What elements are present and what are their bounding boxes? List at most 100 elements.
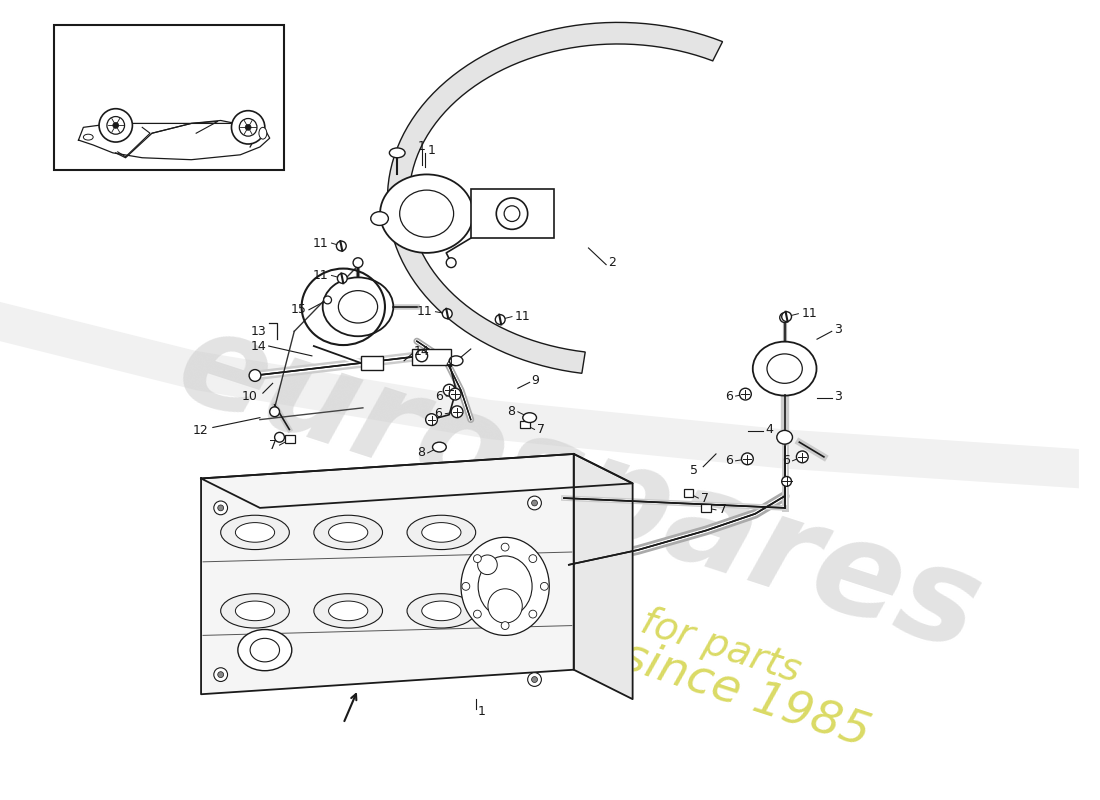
Circle shape (540, 582, 548, 590)
Ellipse shape (504, 206, 520, 222)
Text: 14: 14 (414, 346, 430, 358)
Circle shape (107, 117, 124, 134)
Circle shape (782, 312, 792, 322)
Circle shape (213, 668, 228, 682)
Polygon shape (78, 123, 270, 160)
Circle shape (249, 370, 261, 382)
Circle shape (531, 677, 538, 682)
Circle shape (528, 496, 541, 510)
Ellipse shape (84, 134, 94, 140)
Ellipse shape (258, 127, 267, 139)
Bar (285, 435, 295, 443)
Ellipse shape (314, 515, 383, 550)
Ellipse shape (399, 190, 453, 237)
Text: eurospares: eurospares (162, 299, 996, 678)
Circle shape (353, 258, 363, 267)
Circle shape (796, 451, 808, 462)
Ellipse shape (421, 601, 461, 621)
Text: 9: 9 (531, 374, 539, 387)
Circle shape (531, 500, 538, 506)
Ellipse shape (389, 148, 405, 158)
Ellipse shape (235, 601, 275, 621)
Ellipse shape (488, 589, 522, 623)
Circle shape (502, 543, 509, 551)
Text: 2: 2 (608, 256, 616, 269)
Polygon shape (201, 454, 574, 694)
Polygon shape (574, 454, 632, 699)
Text: 10: 10 (242, 390, 258, 402)
Bar (683, 490, 693, 497)
Bar (361, 356, 383, 370)
Circle shape (780, 313, 790, 322)
Ellipse shape (407, 594, 475, 628)
Text: 11: 11 (801, 307, 817, 320)
Ellipse shape (322, 278, 394, 336)
Circle shape (231, 110, 265, 144)
Circle shape (473, 610, 482, 618)
Text: 1: 1 (418, 141, 426, 154)
Ellipse shape (421, 522, 461, 542)
Text: since 1985: since 1985 (616, 633, 876, 755)
Text: 15: 15 (292, 303, 307, 316)
Ellipse shape (767, 354, 802, 383)
Text: 11: 11 (417, 306, 432, 318)
Circle shape (245, 124, 251, 130)
Ellipse shape (250, 638, 279, 662)
Circle shape (99, 109, 132, 142)
Circle shape (502, 622, 509, 630)
Text: 8: 8 (417, 446, 425, 459)
Ellipse shape (449, 356, 463, 366)
Ellipse shape (752, 342, 816, 395)
Text: 6: 6 (782, 454, 790, 467)
Text: 11: 11 (515, 310, 530, 323)
Polygon shape (387, 22, 723, 374)
Circle shape (323, 296, 331, 304)
Circle shape (338, 274, 348, 283)
Ellipse shape (221, 594, 289, 628)
Circle shape (529, 610, 537, 618)
Text: 3: 3 (834, 390, 842, 402)
Polygon shape (0, 302, 1079, 488)
Text: 5: 5 (691, 464, 698, 477)
Text: 6: 6 (725, 390, 733, 402)
Ellipse shape (407, 515, 475, 550)
Bar (520, 421, 529, 429)
Circle shape (337, 241, 346, 251)
Circle shape (218, 505, 223, 511)
Ellipse shape (522, 413, 537, 422)
Circle shape (741, 453, 754, 465)
Bar (54, 26, 285, 170)
Ellipse shape (221, 515, 289, 550)
Text: 11: 11 (312, 237, 329, 250)
Ellipse shape (477, 555, 497, 574)
Text: 3: 3 (834, 323, 842, 336)
Ellipse shape (339, 290, 377, 323)
Text: 4: 4 (446, 358, 453, 370)
Circle shape (739, 388, 751, 400)
Circle shape (442, 309, 452, 318)
Ellipse shape (381, 174, 473, 253)
Ellipse shape (235, 522, 275, 542)
Circle shape (449, 388, 461, 400)
Text: 8: 8 (507, 406, 515, 418)
Circle shape (113, 122, 119, 128)
Text: 4: 4 (764, 423, 773, 436)
Text: 6: 6 (434, 407, 442, 420)
Text: 6: 6 (725, 454, 733, 467)
Circle shape (240, 118, 257, 136)
Text: 13: 13 (251, 325, 267, 338)
Circle shape (451, 406, 463, 418)
Ellipse shape (371, 212, 388, 226)
Text: 7: 7 (268, 438, 276, 452)
Circle shape (528, 673, 541, 686)
Circle shape (213, 501, 228, 514)
Circle shape (270, 407, 279, 417)
Circle shape (416, 350, 428, 362)
Text: 7: 7 (719, 503, 727, 516)
Ellipse shape (777, 430, 792, 444)
Text: 14: 14 (251, 339, 267, 353)
Circle shape (462, 582, 470, 590)
Text: 1: 1 (428, 144, 436, 158)
Circle shape (495, 314, 505, 325)
Text: 11: 11 (312, 269, 329, 282)
